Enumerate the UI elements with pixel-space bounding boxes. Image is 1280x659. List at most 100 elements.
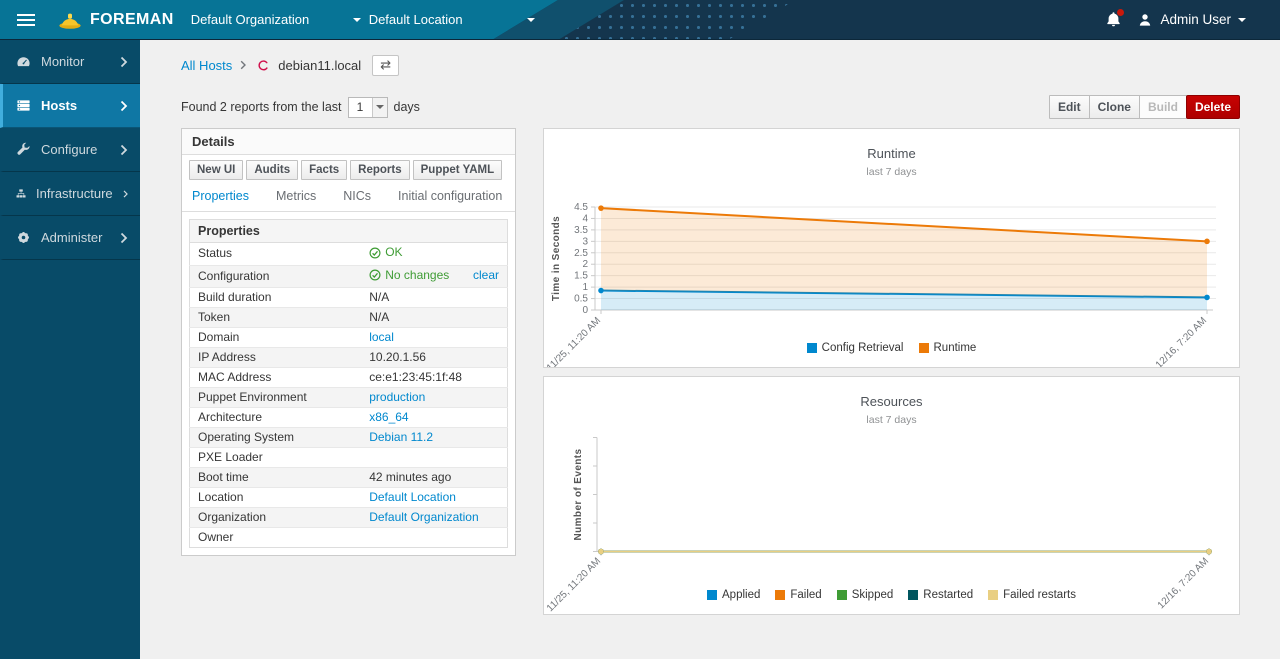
edit-button[interactable]: Edit bbox=[1049, 95, 1090, 119]
sidebar-item-label: Configure bbox=[41, 142, 97, 157]
build-button[interactable]: Build bbox=[1139, 95, 1187, 119]
puppet-yaml-button[interactable]: Puppet YAML bbox=[413, 160, 502, 180]
sidebar: Monitor Hosts Configure Infrastructure bbox=[0, 40, 140, 659]
legend-swatch bbox=[807, 343, 817, 353]
svg-text:2.5: 2.5 bbox=[574, 248, 588, 259]
property-row: Token N/A bbox=[190, 308, 508, 328]
legend-item[interactable]: Skipped bbox=[837, 589, 894, 601]
select-caret-box bbox=[372, 98, 387, 117]
resources-chart-card: Resources last 7 days 11/25, 11:20 AM12/… bbox=[543, 376, 1240, 615]
legend-item[interactable]: Restarted bbox=[908, 589, 973, 601]
menu-toggle-button[interactable] bbox=[15, 10, 37, 30]
property-label: Configuration bbox=[190, 265, 362, 288]
organization-selector-label: Default Organization bbox=[191, 12, 310, 27]
chevron-right-icon bbox=[120, 100, 128, 112]
notification-badge bbox=[1117, 9, 1124, 16]
delete-button[interactable]: Delete bbox=[1186, 95, 1240, 119]
tab-nics[interactable]: NICs bbox=[343, 189, 371, 203]
ok-check-icon bbox=[369, 247, 381, 259]
clone-button[interactable]: Clone bbox=[1089, 95, 1140, 119]
property-text: 42 minutes ago bbox=[369, 470, 451, 484]
svg-text:4.5: 4.5 bbox=[574, 202, 588, 213]
tab-properties[interactable]: Properties bbox=[192, 189, 249, 203]
sidebar-item-hosts[interactable]: Hosts bbox=[0, 84, 140, 128]
chevron-right-icon bbox=[120, 232, 128, 244]
report-days-value: 1 bbox=[349, 98, 372, 117]
caret-down-icon bbox=[527, 18, 535, 22]
legend-item[interactable]: Failed bbox=[775, 589, 821, 601]
property-link[interactable]: Default Organization bbox=[369, 510, 478, 524]
property-link[interactable]: production bbox=[369, 390, 425, 404]
server-icon bbox=[16, 98, 31, 113]
svg-text:0: 0 bbox=[582, 305, 588, 316]
tab-initial-configuration[interactable]: Initial configuration bbox=[398, 189, 502, 203]
sitemap-icon bbox=[16, 186, 26, 201]
report-days-select[interactable]: 1 bbox=[348, 97, 388, 118]
property-value: production bbox=[361, 388, 507, 408]
property-row: Organization Default Organization bbox=[190, 508, 508, 528]
property-link[interactable]: local bbox=[369, 330, 394, 344]
properties-table-body: StatusOKConfigurationclearNo changesBuil… bbox=[190, 243, 508, 548]
facts-button[interactable]: Facts bbox=[301, 160, 347, 180]
property-label: Organization bbox=[190, 508, 362, 528]
property-row: Boot time42 minutes ago bbox=[190, 468, 508, 488]
breadcrumb-all-hosts-link[interactable]: All Hosts bbox=[181, 58, 232, 73]
sidebar-item-administer[interactable]: Administer bbox=[0, 216, 140, 260]
legend-item[interactable]: Config Retrieval bbox=[807, 342, 904, 354]
gauge-icon bbox=[16, 54, 31, 69]
property-row: PXE Loader bbox=[190, 448, 508, 468]
legend-label: Applied bbox=[722, 589, 760, 601]
reports-button[interactable]: Reports bbox=[350, 160, 409, 180]
audits-button[interactable]: Audits bbox=[246, 160, 298, 180]
property-link[interactable]: Default Location bbox=[369, 490, 456, 504]
property-row: Configuration clear No changes bbox=[190, 265, 508, 288]
property-label: Location bbox=[190, 488, 362, 508]
property-label: Operating System bbox=[190, 428, 362, 448]
sidebar-item-label: Hosts bbox=[41, 98, 77, 113]
svg-text:0.5: 0.5 bbox=[574, 294, 588, 305]
host-switcher-button[interactable]: ⇄ bbox=[372, 55, 399, 76]
sidebar-item-monitor[interactable]: Monitor bbox=[0, 40, 140, 84]
property-value: 10.20.1.56 bbox=[361, 348, 507, 368]
svg-text:Number of Events: Number of Events bbox=[573, 448, 584, 540]
property-value: clear No changes bbox=[361, 265, 507, 288]
legend-item[interactable]: Runtime bbox=[919, 342, 977, 354]
sidebar-item-infrastructure[interactable]: Infrastructure bbox=[0, 172, 140, 216]
runtime-chart-legend: Config Retrieval Runtime bbox=[544, 342, 1239, 354]
reports-summary-text: Found 2 reports from the last bbox=[181, 100, 342, 114]
legend-swatch bbox=[707, 590, 717, 600]
legend-item[interactable]: Failed restarts bbox=[988, 589, 1076, 601]
property-text: N/A bbox=[369, 310, 389, 324]
property-value: OK bbox=[361, 243, 507, 266]
property-link[interactable]: Debian 11.2 bbox=[369, 430, 433, 444]
tab-metrics[interactable]: Metrics bbox=[276, 189, 316, 203]
svg-text:1: 1 bbox=[582, 282, 588, 293]
property-label: Puppet Environment bbox=[190, 388, 362, 408]
gear-icon bbox=[16, 230, 31, 245]
user-menu[interactable]: Admin User bbox=[1137, 12, 1246, 28]
chevron-right-icon bbox=[123, 188, 128, 200]
property-label: IP Address bbox=[190, 348, 362, 368]
property-row: MAC Addressce:e1:23:45:1f:48 bbox=[190, 368, 508, 388]
caret-down-icon bbox=[376, 105, 384, 109]
property-value: x86_64 bbox=[361, 408, 507, 428]
property-label: Token bbox=[190, 308, 362, 328]
new-ui-button[interactable]: New UI bbox=[189, 160, 243, 180]
notifications-button[interactable] bbox=[1105, 11, 1122, 28]
location-selector[interactable]: Default Location bbox=[369, 12, 535, 27]
caret-down-icon bbox=[1238, 18, 1246, 22]
sidebar-item-configure[interactable]: Configure bbox=[0, 128, 140, 172]
legend-swatch bbox=[988, 590, 998, 600]
organization-selector[interactable]: Default Organization bbox=[191, 12, 361, 27]
property-link[interactable]: x86_64 bbox=[369, 410, 408, 424]
legend-item[interactable]: Applied bbox=[707, 589, 760, 601]
svg-text:11/25, 11:20 AM: 11/25, 11:20 AM bbox=[545, 556, 603, 614]
charts-column: Runtime last 7 days 00.511.522.533.544.5… bbox=[543, 128, 1240, 615]
property-label: Status bbox=[190, 243, 362, 266]
clear-link[interactable]: clear bbox=[473, 269, 499, 282]
status-text: No changes bbox=[385, 269, 449, 282]
foreman-brand[interactable]: FOREMAN bbox=[57, 9, 174, 31]
property-row: Operating System Debian 11.2 bbox=[190, 428, 508, 448]
chevron-right-icon bbox=[120, 144, 128, 156]
legend-label: Config Retrieval bbox=[822, 342, 904, 354]
